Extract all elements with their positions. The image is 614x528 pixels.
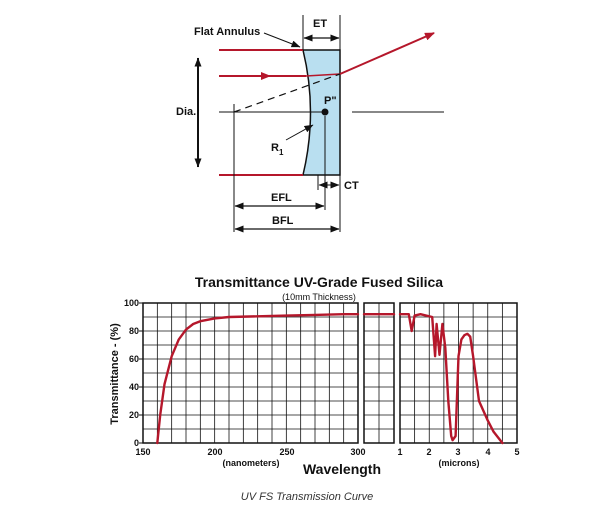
ray-inside bbox=[305, 73, 341, 77]
x-tick-label: 250 bbox=[279, 447, 294, 457]
x-axis-label: Wavelength bbox=[303, 461, 381, 477]
r1-label: R1 bbox=[271, 142, 284, 157]
principal-point bbox=[321, 108, 329, 116]
y-tick-label: 100 bbox=[124, 298, 139, 308]
flat-annulus-leader bbox=[263, 32, 301, 48]
y-tick-label: 0 bbox=[134, 438, 139, 448]
plot-area: 150 200 250 300 1 2 3 4 5 0 20 40 60 80 100 bbox=[124, 298, 520, 457]
x-tick-label: 4 bbox=[485, 447, 490, 457]
unit-microns: (microns) bbox=[438, 458, 479, 468]
x-tick-label: 200 bbox=[207, 447, 222, 457]
ray-virtual-dashed bbox=[233, 73, 341, 113]
ray-outgoing bbox=[339, 32, 435, 75]
x-tick-label: 1 bbox=[397, 447, 402, 457]
transmittance-series-line bbox=[156, 313, 360, 445]
x-tick-label: 300 bbox=[350, 447, 365, 457]
chart-title: Transmittance UV-Grade Fused Silica bbox=[195, 274, 443, 290]
efl-label: EFL bbox=[271, 192, 292, 204]
et-label: ET bbox=[313, 18, 327, 30]
lens-diagram: Flat Annulus ET Dia. P" R1 CT EFL BFL bbox=[176, 15, 444, 233]
y-axis-label: Transmittance - (%) bbox=[109, 323, 121, 425]
y-tick-label: 40 bbox=[129, 382, 139, 392]
figure-caption: UV FS Transmission Curve bbox=[240, 491, 374, 503]
ct-label: CT bbox=[344, 180, 359, 192]
transmittance-series-line bbox=[398, 313, 504, 445]
unit-nanometers: (nanometers) bbox=[222, 458, 279, 468]
y-tick-label: 80 bbox=[129, 326, 139, 336]
chart-subtitle: (10mm Thickness) bbox=[282, 292, 356, 302]
x-tick-label: 150 bbox=[135, 447, 150, 457]
x-tick-label: 5 bbox=[514, 447, 519, 457]
x-tick-label: 2 bbox=[426, 447, 431, 457]
dia-label: Dia. bbox=[176, 106, 196, 118]
y-tick-label: 20 bbox=[129, 410, 139, 420]
p-double-prime-label: P" bbox=[324, 95, 337, 107]
bfl-label: BFL bbox=[272, 215, 294, 227]
flat-annulus-label: Flat Annulus bbox=[194, 26, 260, 38]
y-tick-label: 60 bbox=[129, 354, 139, 364]
x-tick-label: 3 bbox=[455, 447, 460, 457]
transmittance-chart: Transmittance UV-Grade Fused Silica (10m… bbox=[109, 274, 520, 477]
r1-leader bbox=[285, 124, 314, 141]
